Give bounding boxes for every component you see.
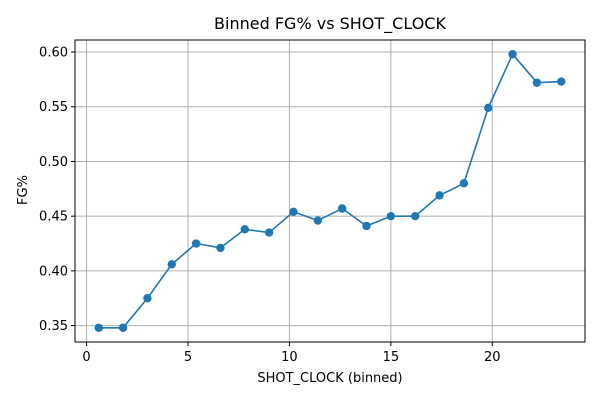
- data-point-marker: [216, 243, 225, 253]
- x-axis-label: SHOT_CLOCK (binned): [257, 371, 402, 386]
- series-markers-group: [94, 50, 566, 332]
- chart-title: Binned FG% vs SHOT_CLOCK: [214, 14, 446, 34]
- y-tick-label: 0.35: [39, 319, 68, 334]
- data-point-marker: [386, 211, 396, 221]
- plot-frame: [74, 39, 586, 343]
- data-point-marker: [289, 207, 298, 216]
- y-tick-label: 0.60: [39, 46, 68, 61]
- data-point-marker: [362, 221, 371, 231]
- x-tick-label: 15: [383, 350, 400, 365]
- y-tick-label: 0.50: [39, 155, 68, 170]
- data-point-marker: [313, 216, 323, 225]
- data-point-marker: [484, 103, 493, 113]
- data-point-marker: [118, 323, 128, 332]
- data-point-marker: [508, 50, 517, 59]
- x-axis-ticks: 0 5 10 15 20: [82, 342, 501, 365]
- data-point-marker: [337, 204, 347, 213]
- x-tick-label: 10: [281, 350, 298, 365]
- x-tick-label: 0: [82, 350, 90, 365]
- series-line-group: [98, 52, 562, 329]
- y-tick-label: 0.45: [39, 210, 68, 225]
- series-line: [98, 52, 562, 329]
- y-axis-label: FG%: [16, 175, 31, 205]
- data-point-marker: [411, 211, 420, 221]
- data-point-marker: [240, 225, 249, 234]
- x-tick-label: 20: [484, 350, 501, 365]
- x-tick-label: 5: [184, 350, 192, 365]
- data-point-marker: [94, 323, 103, 332]
- y-tick-label: 0.55: [39, 100, 68, 115]
- y-axis-ticks: 0.35 0.40 0.45 0.50 0.55 0.60: [39, 46, 75, 334]
- data-point-marker: [191, 239, 201, 248]
- data-point-marker: [435, 191, 444, 200]
- data-point-marker: [167, 260, 176, 269]
- data-point-marker: [143, 294, 152, 303]
- data-point-marker: [459, 179, 469, 188]
- data-point-marker: [557, 77, 566, 86]
- data-point-marker: [532, 78, 542, 87]
- data-point-marker: [264, 228, 274, 237]
- y-tick-label: 0.40: [39, 264, 68, 279]
- grid-lines: [75, 40, 585, 342]
